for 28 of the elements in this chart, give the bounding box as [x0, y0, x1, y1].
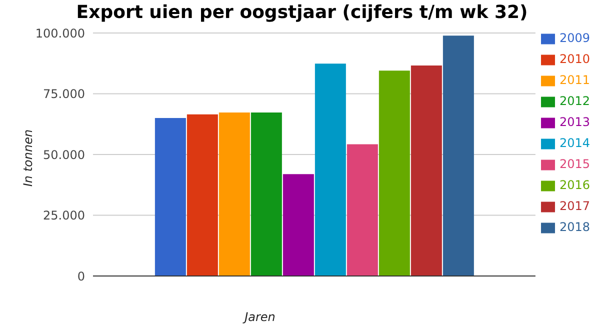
y-tick-label: 25.000 [43, 208, 85, 223]
y-axis-title: In tonnen [21, 129, 35, 187]
y-tick-label: 75.000 [43, 87, 85, 102]
bar [186, 114, 218, 276]
legend-label: 2011 [559, 73, 590, 87]
legend-label: 2012 [559, 94, 590, 108]
legend-label: 2013 [559, 115, 590, 129]
legend-label: 2014 [559, 136, 590, 150]
bar [442, 36, 474, 276]
bar [282, 174, 314, 276]
bar [314, 64, 346, 276]
bar [218, 112, 250, 276]
y-tick-label: 50.000 [43, 148, 85, 162]
bar [250, 112, 282, 276]
bar [154, 118, 186, 276]
legend-label: 2016 [559, 178, 590, 192]
y-tick-label: 100.000 [35, 26, 85, 40]
legend-label: 2015 [559, 157, 590, 171]
legend-label: 2017 [559, 199, 590, 213]
chart-title: Export uien per oogstjaar (cijfers t/m wk 32) [75, 2, 529, 23]
legend-label: 2010 [559, 52, 590, 66]
x-axis-title: Jaren [242, 310, 276, 324]
bar [346, 144, 378, 276]
bar [378, 70, 410, 276]
legend-label: 2018 [559, 220, 590, 234]
bar [410, 66, 442, 276]
legend-label: 2009 [559, 31, 590, 45]
y-tick-label: 0 [77, 269, 85, 284]
